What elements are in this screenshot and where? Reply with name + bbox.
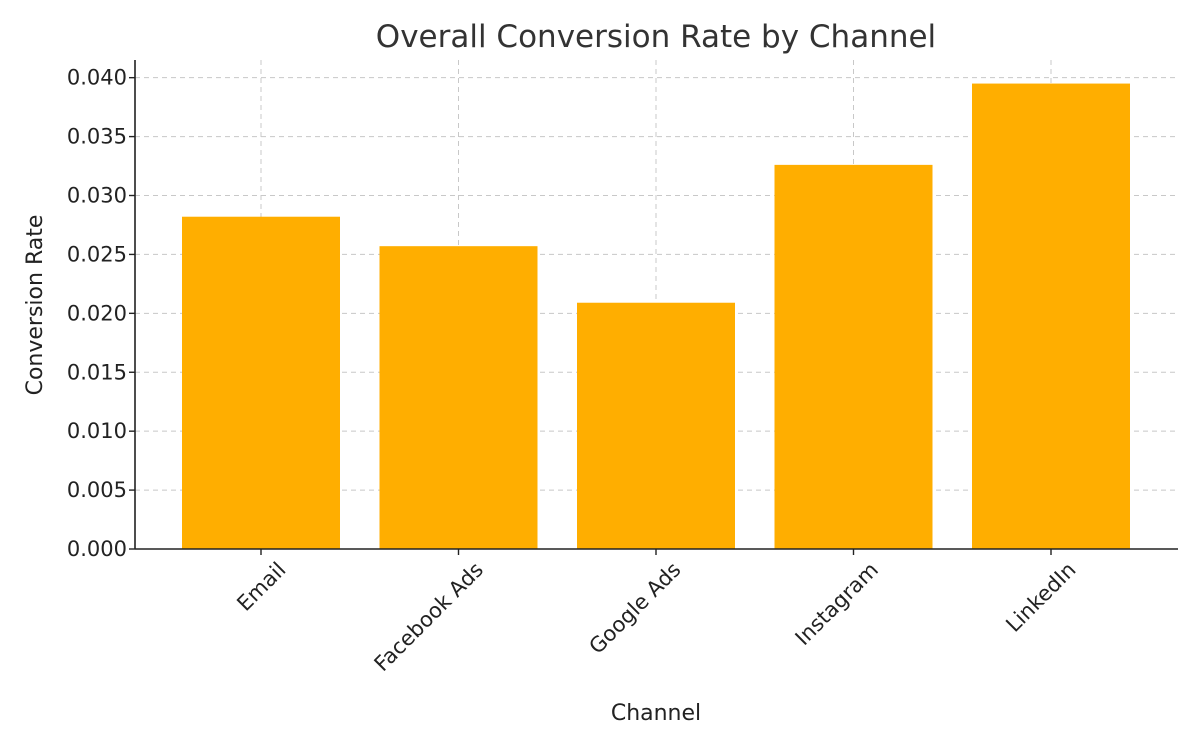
y-tick-label: 0.035: [67, 125, 127, 149]
y-tick-label: 0.010: [67, 419, 127, 443]
x-ticks: Email Facebook Ads Google Ads Instagram Link…: [232, 549, 1081, 677]
x-tick-label: Email: [232, 558, 290, 616]
x-tick-label: LinkedIn: [1001, 558, 1080, 637]
bar-facebook-ads: [379, 246, 538, 549]
x-axis-label: Channel: [611, 701, 701, 726]
bar-google-ads: [577, 302, 735, 549]
x-tick-label: Instagram: [791, 558, 884, 651]
y-tick-label: 0.020: [67, 301, 127, 325]
y-ticks: 0.000 0.005 0.010 0.015 0.020 0.025 0.030 0.035…: [67, 66, 135, 561]
bar-linkedin: [972, 83, 1130, 550]
x-tick-label: Facebook Ads: [370, 558, 489, 677]
bar-email: [182, 216, 340, 549]
bar-instagram: [774, 164, 933, 549]
x-tick-label: Google Ads: [584, 558, 685, 659]
y-tick-label: 0.015: [67, 360, 127, 384]
bars: [182, 83, 1130, 550]
y-axis-label: Conversion Rate: [23, 215, 48, 396]
y-tick-label: 0.040: [67, 66, 127, 90]
y-tick-label: 0.030: [67, 184, 127, 208]
chart-title: Overall Conversion Rate by Channel: [376, 19, 936, 55]
y-tick-label: 0.000: [67, 537, 127, 561]
y-tick-label: 0.005: [67, 478, 127, 502]
y-tick-label: 0.025: [67, 242, 127, 266]
